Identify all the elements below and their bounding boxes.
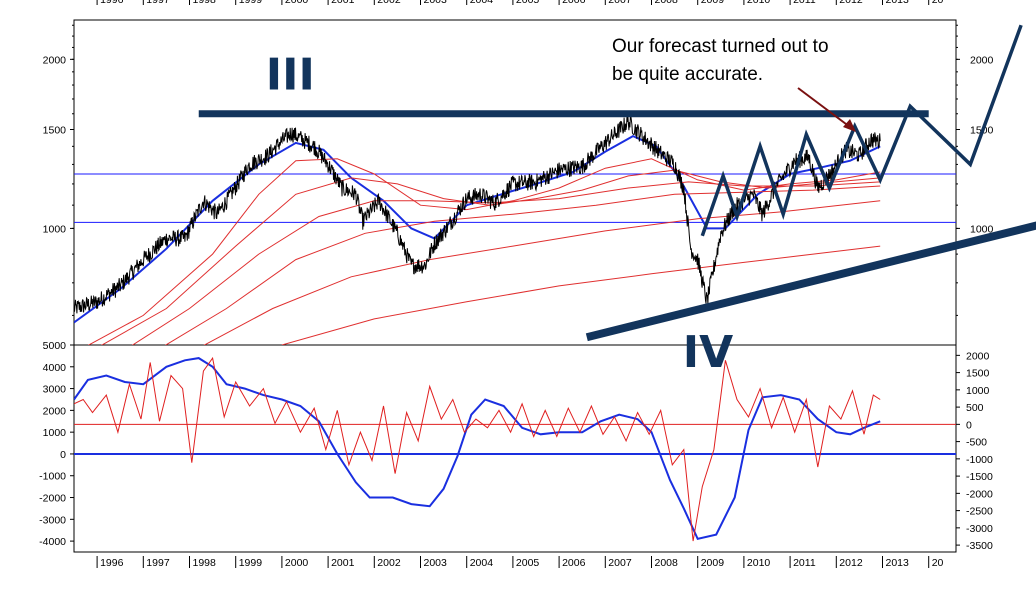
y-tick-label-left: 2000	[43, 54, 67, 66]
y-tick-label-right: 1000	[970, 223, 994, 235]
osc-right-tick-label: -1000	[966, 454, 993, 466]
x-tick-label: 1997	[146, 557, 170, 569]
osc-left-tick-label: -3000	[39, 514, 66, 526]
top-x-tick-label: 2003	[424, 0, 448, 6]
x-tick-label: 2004	[470, 557, 494, 569]
price-plot-area	[74, 114, 956, 345]
x-tick-label: 1998	[193, 557, 217, 569]
top-x-tick-label: 2005	[516, 0, 540, 6]
osc-left-tick-label: -2000	[39, 493, 66, 505]
top-x-tick-label: 2013	[886, 0, 910, 6]
x-tick-label: 2007	[608, 557, 632, 569]
oscillator-plot-area	[74, 356, 956, 542]
top-x-tick-label: 1997	[146, 0, 170, 6]
top-x-tick-label: 2011	[793, 0, 816, 6]
osc-right-tick-label: -3000	[966, 523, 993, 535]
forecast-overlays	[198, 24, 1036, 342]
x-tick-label: 2011	[793, 557, 816, 569]
osc-right-tick-label: 2000	[966, 350, 990, 362]
top-x-tick-label: 1996	[100, 0, 124, 6]
oscillator-y-axes: -4000 -3000 -2000 -1000 0 1000 2000 3000 4000 500…	[39, 340, 993, 552]
price-series-group	[74, 114, 956, 345]
osc-right-tick-label: -1500	[966, 471, 993, 483]
x-tick-label: 2005	[516, 557, 540, 569]
x-tick-label: 1996	[100, 557, 124, 569]
osc-right-tick-label: 0	[966, 419, 972, 431]
top-x-tick-label: 2009	[701, 0, 725, 6]
x-tick-label: 2013	[886, 557, 910, 569]
callout-arrow	[797, 87, 851, 128]
osc-right-tick-label: -500	[966, 437, 987, 449]
osc-red-line	[74, 356, 881, 542]
red-moving-average-line	[281, 245, 881, 345]
osc-right-tick-label: -2500	[966, 506, 993, 518]
top-year-axis: 1996 1997 1998 1999 2000 2001 2002 2003 2004 2005…	[96, 0, 944, 6]
y-tick-label-right: 2000	[970, 54, 994, 66]
osc-right-tick-label: -2000	[966, 488, 993, 500]
top-x-tick-label: 2000	[285, 0, 309, 6]
x-tick-label: 2009	[701, 557, 725, 569]
top-x-tick-label: 2012	[839, 0, 863, 6]
osc-left-tick-label: 4000	[43, 362, 67, 374]
red-moving-average-line	[87, 158, 881, 345]
top-x-tick-label: 2006	[562, 0, 586, 6]
top-x-tick-label: 2004	[470, 0, 494, 6]
forecast-callout-line-1: Our forecast turned out to	[612, 36, 829, 57]
osc-left-tick-label: 0	[60, 449, 66, 461]
red-moving-average-line	[203, 200, 881, 345]
top-x-tick-label: 1999	[239, 0, 263, 6]
x-tick-label: 1999	[239, 557, 263, 569]
osc-left-tick-label: -1000	[39, 471, 66, 483]
x-tick-label: 2010	[747, 557, 771, 569]
top-x-tick-label: 2010	[747, 0, 771, 6]
y-tick-label-left: 1000	[43, 223, 67, 235]
osc-left-tick-label: -4000	[39, 536, 66, 548]
red-moving-average-line	[164, 185, 881, 345]
bottom-year-axis: 1996 1997 1998 1999 2000 2001 2002 2003 2004 2005…	[96, 556, 944, 569]
x-tick-label: 20	[932, 557, 944, 569]
forecast-path	[700, 24, 1023, 237]
top-x-tick-label: 1998	[193, 0, 217, 6]
top-x-tick-label: 20	[932, 0, 944, 6]
wave-label-iv: IV	[683, 327, 733, 378]
forecast-callout-line-2: be quite accurate.	[612, 64, 763, 85]
osc-left-tick-label: 1000	[43, 427, 67, 439]
x-tick-label: 2003	[424, 557, 448, 569]
wave-label-iii: III	[266, 49, 315, 100]
top-x-tick-label: 2002	[377, 0, 401, 6]
top-x-tick-label: 2007	[608, 0, 632, 6]
osc-left-tick-label: 3000	[43, 384, 67, 396]
osc-left-tick-label: 5000	[43, 340, 67, 352]
x-tick-label: 2002	[377, 557, 401, 569]
y-tick-label-left: 1500	[43, 125, 67, 137]
support-trendline	[585, 221, 1036, 342]
osc-blue-line	[74, 357, 881, 541]
x-tick-label: 2008	[655, 557, 679, 569]
osc-series-group	[74, 356, 956, 542]
osc-right-tick-label: -3500	[966, 540, 993, 552]
osc-right-tick-label: 1500	[966, 368, 990, 380]
x-tick-label: 2006	[562, 557, 586, 569]
top-x-tick-label: 2001	[331, 0, 355, 6]
oscillator-panel-frame	[73, 344, 957, 553]
osc-right-tick-label: 500	[966, 402, 984, 414]
callout-arrowhead	[843, 119, 856, 132]
osc-left-tick-label: 2000	[43, 405, 67, 417]
top-x-tick-label: 2008	[655, 0, 679, 6]
x-tick-label: 2012	[839, 557, 863, 569]
osc-right-tick-label: 1000	[966, 385, 990, 397]
x-tick-label: 2000	[285, 557, 309, 569]
x-tick-label: 2001	[331, 557, 355, 569]
